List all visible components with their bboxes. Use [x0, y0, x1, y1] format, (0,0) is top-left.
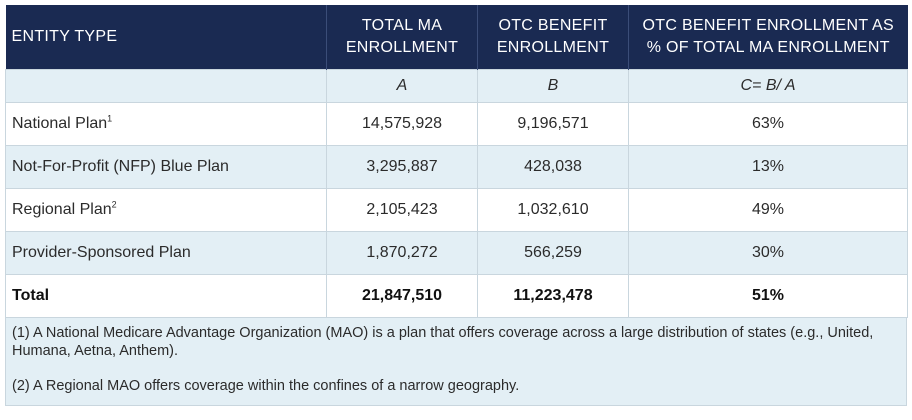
- otc-cell: 566,259: [477, 230, 629, 275]
- entity-cell: Not-For-Profit (NFP) Blue Plan: [5, 144, 327, 189]
- total-ma-sum: 21,847,510: [326, 273, 478, 318]
- footnote-2: (2) A Regional MAO offers coverage withi…: [12, 377, 520, 394]
- footnotes: (1) A National Medicare Advantage Organi…: [5, 317, 907, 406]
- total-row: Total 21,847,510 11,223,478 51%: [5, 273, 908, 318]
- entity-cell: Provider-Sponsored Plan: [5, 230, 327, 275]
- otc-cell: 428,038: [477, 144, 629, 189]
- header-pct-line1: OTC BENEFIT ENROLLMENT AS: [642, 16, 894, 34]
- entity-cell: National Plan1: [5, 101, 327, 146]
- entity-cell: Regional Plan2: [5, 187, 327, 232]
- pct-cell: 30%: [628, 230, 908, 275]
- header-otc-benefit-enrollment: OTC BENEFIT ENROLLMENT: [477, 5, 629, 69]
- table-row: National Plan1 14,575,928 9,196,571 63%: [5, 101, 908, 146]
- subheader-a: A: [326, 68, 478, 103]
- subheader-b: B: [477, 68, 629, 103]
- enrollment-table-container: ENTITY TYPE TOTAL MA ENROLLMENT OTC BENE…: [5, 5, 908, 406]
- total-label: Total: [5, 273, 327, 318]
- footnote-1: (1) A National Medicare Advantage Organi…: [12, 324, 874, 359]
- total-ma-cell: 1,870,272: [326, 230, 478, 275]
- pct-cell: 49%: [628, 187, 908, 232]
- total-pct: 51%: [628, 273, 908, 318]
- footnote-marker: 1: [107, 113, 113, 124]
- entity-label: Not-For-Profit (NFP) Blue Plan: [12, 157, 229, 175]
- enrollment-table: ENTITY TYPE TOTAL MA ENROLLMENT OTC BENE…: [5, 5, 908, 318]
- subheader-row: A B C= B/ A: [5, 68, 908, 103]
- header-entity-type: ENTITY TYPE: [5, 5, 327, 69]
- header-otc-line1: OTC BENEFIT: [498, 16, 608, 34]
- subheader-c: C= B/ A: [628, 68, 908, 103]
- entity-label: National Plan: [12, 114, 108, 132]
- header-total-ma-enrollment: TOTAL MA ENROLLMENT: [326, 5, 478, 69]
- total-ma-cell: 14,575,928: [326, 101, 478, 146]
- pct-cell: 13%: [628, 144, 908, 189]
- header-total-ma-line1: TOTAL MA: [361, 16, 443, 34]
- otc-cell: 1,032,610: [477, 187, 629, 232]
- table-row: Not-For-Profit (NFP) Blue Plan 3,295,887…: [5, 144, 908, 189]
- header-row: ENTITY TYPE TOTAL MA ENROLLMENT OTC BENE…: [5, 5, 908, 69]
- header-otc-line2: ENROLLMENT: [496, 38, 610, 56]
- footnote-marker: 2: [111, 199, 117, 210]
- total-ma-cell: 2,105,423: [326, 187, 478, 232]
- entity-label: Provider-Sponsored Plan: [12, 243, 191, 261]
- otc-cell: 9,196,571: [477, 101, 629, 146]
- header-total-ma-line2: ENROLLMENT: [345, 38, 459, 56]
- total-otc-sum: 11,223,478: [477, 273, 629, 318]
- subheader-empty: [5, 68, 327, 103]
- header-pct-line2: % OF TOTAL MA ENROLLMENT: [646, 38, 890, 56]
- table-row: Regional Plan2 2,105,423 1,032,610 49%: [5, 187, 908, 232]
- total-ma-cell: 3,295,887: [326, 144, 478, 189]
- table-row: Provider-Sponsored Plan 1,870,272 566,25…: [5, 230, 908, 275]
- header-otc-pct: OTC BENEFIT ENROLLMENT AS % OF TOTAL MA …: [628, 5, 908, 69]
- pct-cell: 63%: [628, 101, 908, 146]
- entity-label: Regional Plan: [12, 200, 112, 218]
